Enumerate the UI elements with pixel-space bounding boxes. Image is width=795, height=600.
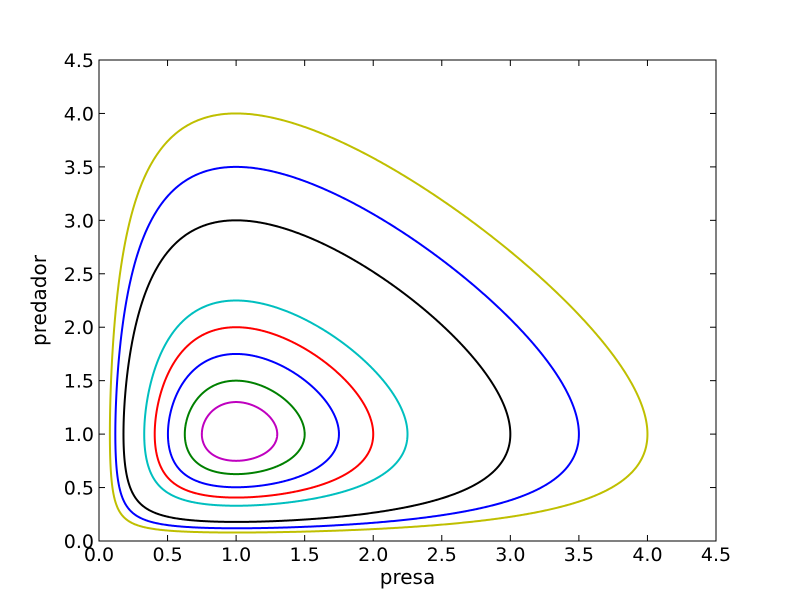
orbit-curve-7 — [183, 379, 306, 476]
x-tick-labels: 0.0 0.5 1.0 1.5 2.0 2.5 3.0 3.5 4.0 4.5 — [84, 544, 731, 566]
x-tick-label: 3.5 — [564, 544, 594, 566]
y-tick-label: 1.0 — [64, 424, 94, 446]
orbit-curve-4 — [143, 299, 409, 507]
x-tick-label: 4.0 — [632, 544, 662, 566]
orbit-curve-2 — [114, 165, 580, 530]
x-tick-label: 2.5 — [427, 544, 457, 566]
x-tick-label: 1.5 — [290, 544, 320, 566]
y-tick-label: 0.0 — [64, 531, 94, 553]
orbit-curve-6 — [166, 352, 340, 489]
x-tick-label: 2.0 — [358, 544, 388, 566]
y-tick-label: 2.5 — [64, 264, 94, 286]
plot-area — [98, 59, 717, 542]
orbit-curve-8 — [200, 401, 279, 462]
y-tick-label: 2.0 — [64, 317, 94, 339]
x-axis-label: presa — [380, 565, 435, 589]
x-tick-label: 1.0 — [221, 544, 251, 566]
orbit-curve-5 — [153, 326, 375, 499]
x-tick-label: 4.5 — [701, 544, 731, 566]
orbit-curve-1 — [108, 112, 649, 534]
orbit-curves — [108, 112, 649, 534]
y-tick-label: 0.5 — [64, 478, 94, 500]
y-tick-label: 4.5 — [64, 50, 94, 72]
y-tick-label: 3.5 — [64, 157, 94, 179]
x-tick-label: 3.0 — [495, 544, 525, 566]
tick-marks — [98, 59, 717, 542]
orbit-curve-3 — [122, 219, 512, 523]
y-tick-label: 3.0 — [64, 210, 94, 232]
x-tick-label: 0.0 — [84, 544, 114, 566]
y-tick-label: 4.0 — [64, 103, 94, 125]
x-tick-label: 0.5 — [152, 544, 182, 566]
y-axis-label: predador — [27, 254, 51, 346]
y-tick-labels: 0.0 0.5 1.0 1.5 2.0 2.5 3.0 3.5 4.0 4.5 — [64, 50, 94, 553]
y-tick-label: 1.5 — [64, 371, 94, 393]
